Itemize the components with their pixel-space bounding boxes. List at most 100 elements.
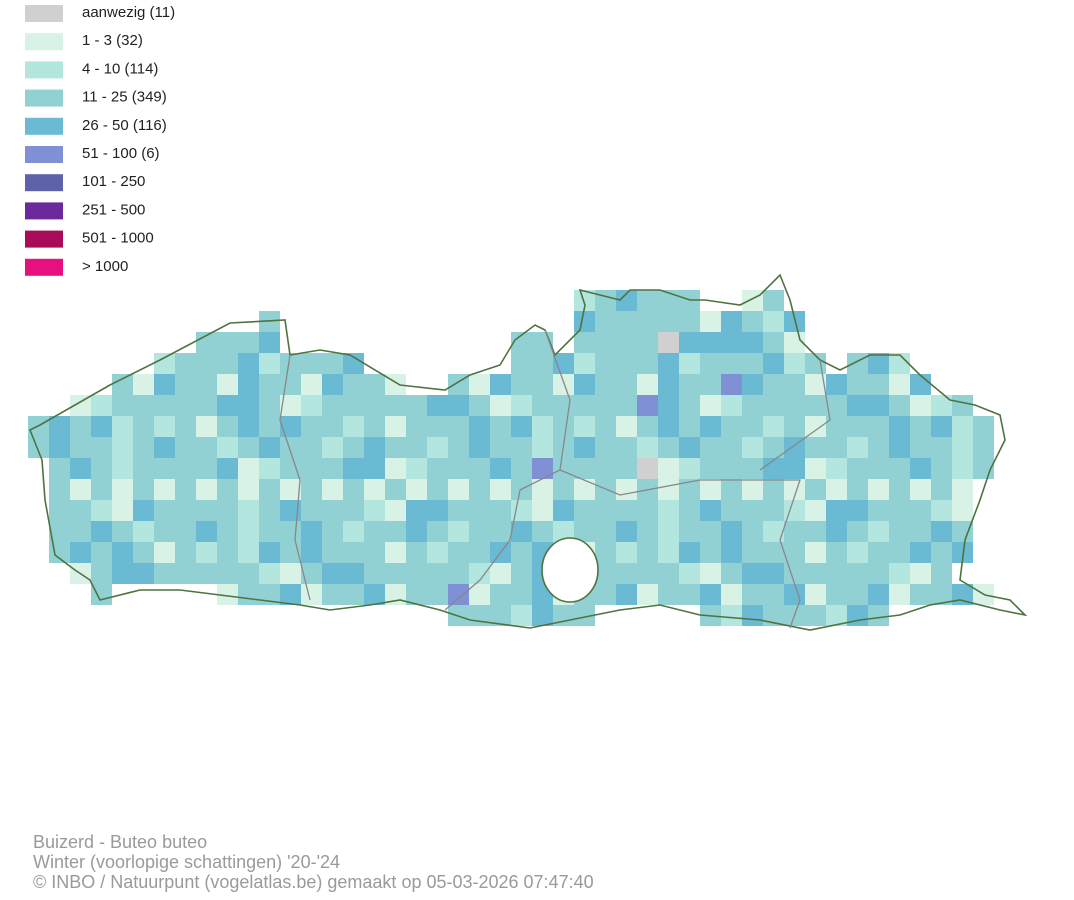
legend-swatch: [25, 146, 63, 163]
grid-cell: [301, 521, 322, 542]
grid-cell: [196, 374, 217, 395]
grid-cell: [70, 521, 91, 542]
grid-cell: [70, 479, 91, 500]
grid-cell: [658, 563, 679, 584]
grid-cell: [70, 500, 91, 521]
grid-cell: [385, 542, 406, 563]
grid-cell: [784, 311, 805, 332]
grid-cell: [742, 332, 763, 353]
grid-cell: [280, 500, 301, 521]
grid-cell: [847, 521, 868, 542]
grid-cell: [427, 458, 448, 479]
grid-cell: [322, 521, 343, 542]
grid-cell: [238, 332, 259, 353]
grid-cell: [721, 332, 742, 353]
footer-line: Buizerd - Buteo buteo: [33, 832, 207, 852]
grid-cell: [784, 374, 805, 395]
grid-cell: [784, 584, 805, 605]
grid-cell: [616, 353, 637, 374]
grid-cell: [616, 521, 637, 542]
grid-cell: [700, 542, 721, 563]
grid-cell: [721, 437, 742, 458]
grid-cell: [679, 479, 700, 500]
grid-cell: [952, 500, 973, 521]
grid-cell: [469, 395, 490, 416]
legend-label: 101 - 250: [82, 173, 145, 190]
grid-cell: [868, 458, 889, 479]
grid-cell: [910, 416, 931, 437]
grid-cell: [721, 458, 742, 479]
grid-cell: [196, 332, 217, 353]
grid-cell: [406, 584, 427, 605]
grid-cell: [70, 458, 91, 479]
grid-cell: [238, 374, 259, 395]
grid-cell: [952, 479, 973, 500]
grid-cell: [847, 584, 868, 605]
grid-cell: [868, 479, 889, 500]
grid-cell: [469, 479, 490, 500]
grid-cell: [91, 479, 112, 500]
grid-cell: [889, 542, 910, 563]
grid-cell: [217, 374, 238, 395]
grid-cell: [133, 416, 154, 437]
grid-cell: [532, 416, 553, 437]
grid-cell: [868, 605, 889, 626]
grid-cell: [574, 311, 595, 332]
grid-cell: [301, 479, 322, 500]
grid-cell: [91, 458, 112, 479]
grid-cell: [742, 542, 763, 563]
grid-cell: [805, 584, 826, 605]
grid-cell: [364, 374, 385, 395]
grid-cell: [511, 332, 532, 353]
grid-cell: [868, 437, 889, 458]
grid-cell: [175, 521, 196, 542]
grid-cell: [616, 584, 637, 605]
grid-cell: [427, 500, 448, 521]
grid-cell: [826, 563, 847, 584]
grid-cell: [595, 500, 616, 521]
grid-cell: [742, 353, 763, 374]
grid-cell: [175, 374, 196, 395]
grid-cell: [70, 437, 91, 458]
grid-cell: [574, 416, 595, 437]
grid-cell: [343, 353, 364, 374]
grid-cell: [721, 311, 742, 332]
grid-cell: [658, 353, 679, 374]
grid-cell: [805, 605, 826, 626]
grid-cell: [616, 563, 637, 584]
grid-cell: [742, 584, 763, 605]
grid-cell: [385, 563, 406, 584]
legend-swatch: [25, 202, 63, 220]
grid-cell: [826, 521, 847, 542]
grid-cell: [448, 584, 469, 605]
grid-cell: [616, 311, 637, 332]
grid-cell: [217, 395, 238, 416]
legend: aanwezig (11) 1 - 3 (32) 4 - 10 (114) 11 - …: [25, 4, 175, 276]
grid-cell: [364, 542, 385, 563]
grid-cell: [301, 584, 322, 605]
grid-cell: [721, 584, 742, 605]
grid-cell: [679, 542, 700, 563]
grid-cell: [721, 374, 742, 395]
grid-cell: [721, 395, 742, 416]
grid-cell: [364, 458, 385, 479]
grid-cell: [217, 416, 238, 437]
grid-cell: [469, 563, 490, 584]
grid-cell: [385, 479, 406, 500]
grid-cell: [910, 437, 931, 458]
grid-cell: [217, 584, 238, 605]
grid-cell: [847, 563, 868, 584]
grid-cell: [931, 395, 952, 416]
grid-cell: [217, 353, 238, 374]
grid-cell: [574, 395, 595, 416]
grid-cell: [280, 584, 301, 605]
grid-cell: [910, 395, 931, 416]
grid-cell: [805, 395, 826, 416]
grid-cell: [574, 332, 595, 353]
grid-cell: [322, 395, 343, 416]
grid-cell: [301, 500, 322, 521]
grid-cell: [217, 479, 238, 500]
grid-cell: [637, 500, 658, 521]
grid-cell: [784, 479, 805, 500]
